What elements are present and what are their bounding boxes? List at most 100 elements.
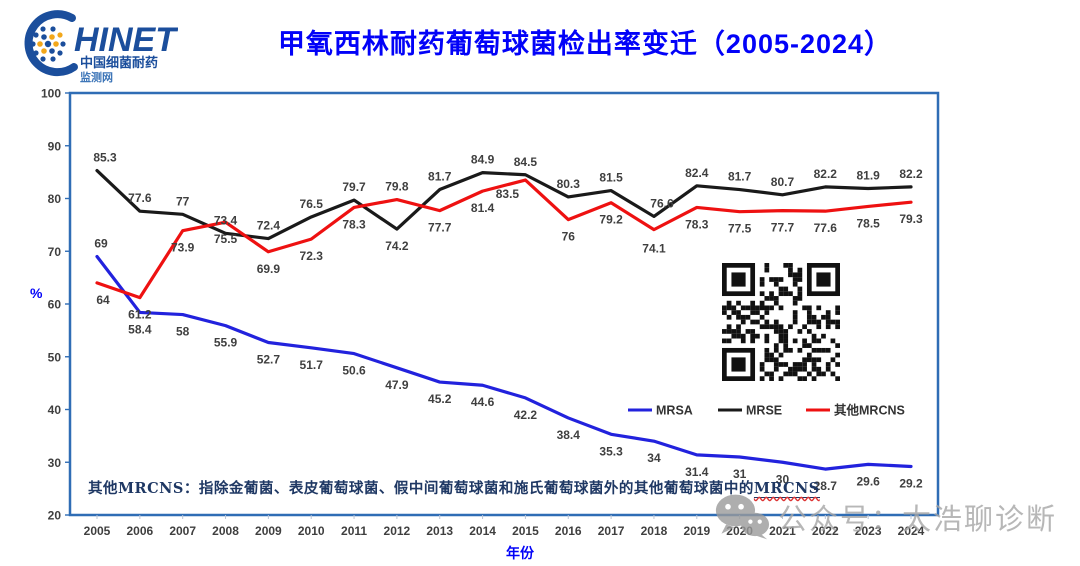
mrse-data-label: 73.4: [214, 213, 238, 227]
mrse-data-label: 76.6: [650, 196, 674, 210]
x-axis-year-label: 2007: [169, 524, 196, 538]
mrse-data-label: 84.5: [514, 155, 538, 169]
other-mrcns-data-label: 73.9: [171, 241, 195, 255]
mrsa-data-label: 31.4: [685, 465, 709, 479]
mrse-data-label: 77: [176, 194, 190, 208]
mrse-data-label: 81.5: [599, 171, 623, 185]
legend-label-other-mrcns: 其他MRCNS: [834, 403, 905, 418]
other-mrcns-data-label: 78.3: [342, 217, 366, 231]
watermark-text: 公众号：太浩聊诊断: [778, 504, 1058, 536]
y-axis-tick-label: 50: [48, 350, 62, 364]
mrse-data-label: 77.6: [128, 191, 152, 205]
mrsa-line: [95, 254, 913, 471]
mrsa-data-label: 69: [94, 237, 108, 251]
footnote-underlined-term: MRCNS: [753, 480, 820, 498]
y-axis-tick-label: 40: [48, 403, 62, 417]
other-mrcns-data-label: 64: [96, 293, 110, 307]
y-axis-title: %: [30, 285, 43, 301]
x-axis-year-label: 2023: [855, 524, 882, 538]
x-axis-year-label: 2021: [769, 524, 796, 538]
mrse-data-label: 81.7: [428, 170, 452, 184]
x-axis-year-label: 2008: [212, 524, 239, 538]
footnote-text: 其他MRCNS：指除金葡菌、表皮葡萄球菌、假中间葡萄球菌和施氏葡萄球菌外的其他葡…: [88, 480, 754, 497]
qr-code: [718, 259, 844, 385]
mrsa-data-label: 42.2: [514, 408, 538, 422]
x-axis-year-label: 2014: [469, 524, 496, 538]
y-axis-tick-label: 70: [48, 245, 62, 259]
other-mrcns-data-label: 77.5: [728, 222, 752, 236]
mrsa-data-label: 29.2: [899, 476, 923, 490]
x-axis-year-label: 2005: [84, 524, 111, 538]
mrsa-data-label: 52.7: [257, 353, 281, 367]
other-mrcns-data-label: 77.7: [428, 221, 452, 235]
mrse-data-label: 82.2: [814, 167, 838, 181]
mrse-data-label: 80.3: [557, 177, 581, 191]
other-mrcns-data-label: 83.5: [496, 187, 520, 201]
other-mrcns-data-label: 81.4: [471, 201, 495, 215]
wechat-icon: [715, 494, 770, 540]
y-axis-tick-label: 60: [48, 298, 62, 312]
x-axis-year-label: 2018: [641, 524, 668, 538]
mrsa-data-label: 55.9: [214, 336, 238, 350]
page-title: 甲氧西林耐药葡萄球菌检出率变迁（2005-2024）: [277, 29, 893, 59]
mrsa-data-label: 30: [776, 472, 790, 486]
other-mrcns-data-label: 79.2: [599, 213, 623, 227]
chinet-logo: HINET 中国细菌耐药 监测网: [24, 10, 178, 84]
x-axis-year-label: 2022: [812, 524, 839, 538]
mrse-data-label: 82.2: [899, 167, 923, 181]
mrse-line: [95, 168, 913, 241]
x-axis-year-label: 2010: [298, 524, 325, 538]
y-axis-tick-label: 30: [48, 456, 62, 470]
mrsa-data-label: 47.9: [385, 378, 409, 392]
mrsa-data-label: 28.7: [814, 479, 838, 493]
y-axis-tick-label: 80: [48, 192, 62, 206]
other-mrcns-line: [95, 178, 913, 300]
legend-label-mrse: MRSE: [746, 404, 782, 418]
logo-globe-icon: [24, 10, 78, 77]
mrse-data-label: 85.3: [93, 151, 117, 165]
mrse-data-label: 82.4: [685, 166, 709, 180]
x-axis-year-label: 2024: [898, 524, 925, 538]
logo-subtitle-2: 监测网: [80, 70, 113, 84]
other-mrcns-data-label: 78.3: [685, 217, 709, 231]
x-axis-year-label: 2013: [426, 524, 453, 538]
other-mrcns-data-label: 77.7: [771, 221, 795, 235]
other-mrcns-data-label: 75.5: [214, 232, 238, 246]
x-axis-year-label: 2016: [555, 524, 582, 538]
mrsa-data-label: 51.7: [300, 358, 324, 372]
mrsa-data-label: 58.4: [128, 322, 152, 336]
y-axis-tick-label: 100: [41, 87, 61, 101]
mrsa-data-label: 35.3: [599, 444, 623, 458]
y-axis-tick-label: 20: [48, 509, 62, 523]
chart-footnote: 其他MRCNS：指除金葡菌、表皮葡萄球菌、假中间葡萄球菌和施氏葡萄球菌外的其他葡…: [88, 477, 820, 498]
mrse-data-label: 80.7: [771, 175, 795, 189]
other-mrcns-data-label: 79.8: [385, 180, 409, 194]
y-axis-tick-label: 90: [48, 139, 62, 153]
x-axis-year-label: 2015: [512, 524, 539, 538]
mrsa-data-label: 34: [647, 451, 661, 465]
logo-brand-text: HINET: [74, 21, 178, 59]
mrsa-data-label: 58: [176, 325, 190, 339]
mrsa-data-label: 45.2: [428, 392, 452, 406]
mrsa-data-label: 38.4: [557, 428, 581, 442]
legend-item-mrsa: MRSA: [628, 404, 693, 418]
mrsa-data-label: 29.6: [856, 474, 880, 488]
x-axis-year-label: 2006: [126, 524, 153, 538]
legend-item-other-mrcns: 其他MRCNS: [806, 403, 905, 418]
mrse-data-label: 81.7: [728, 170, 752, 184]
other-mrcns-data-label: 74.1: [642, 242, 666, 256]
mrse-data-label: 84.9: [471, 153, 495, 167]
mrse-data-label: 76.5: [300, 197, 324, 211]
mrse-data-label: 79.7: [342, 180, 366, 194]
other-mrcns-data-label: 79.3: [899, 212, 923, 226]
other-mrcns-data-label: 76: [562, 230, 576, 244]
mrsa-data-label: 44.6: [471, 395, 495, 409]
legend-item-mrse: MRSE: [718, 404, 782, 418]
x-axis-year-label: 2009: [255, 524, 282, 538]
legend-label-mrsa: MRSA: [656, 404, 693, 418]
x-axis-year-label: 2019: [683, 524, 710, 538]
mrse-data-label: 81.9: [856, 168, 880, 182]
mrse-data-label: 74.2: [385, 239, 409, 253]
logo-subtitle: 中国细菌耐药: [80, 55, 158, 70]
